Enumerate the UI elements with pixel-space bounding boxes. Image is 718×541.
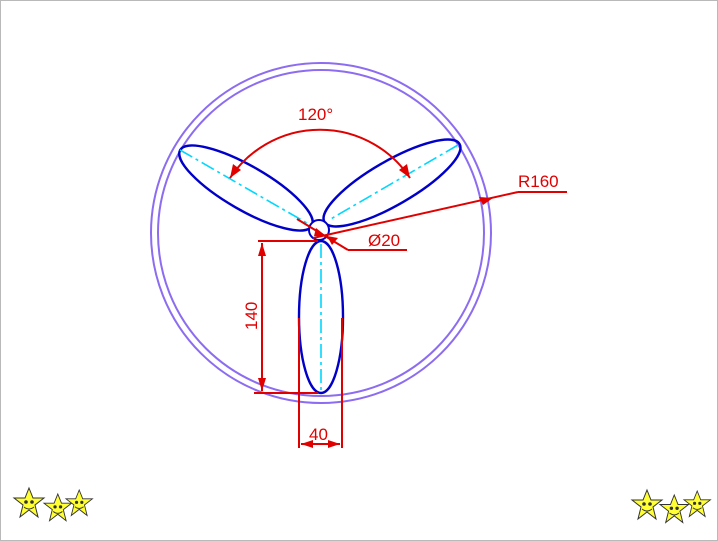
blade-length-label: 140 [242,302,261,330]
blade-width-dimension: 40 [298,318,343,448]
blade-right [322,138,462,228]
hub-diameter-dimension: Ø20 [296,218,407,251]
stars-icon-right [630,488,712,524]
radius-label: R160 [518,172,559,191]
outer-circle [150,62,492,404]
radius-dimension: R160 [312,172,567,239]
inner-circle [157,69,485,397]
blade-bottom [297,239,345,395]
angle-dimension: 120° [229,105,411,179]
angle-label: 120° [298,105,333,124]
stars-icon-left [12,486,94,522]
blade-left [178,144,314,232]
blade-width-label: 40 [309,425,328,444]
blade-length-dimension: 140 [242,240,318,394]
hub-diameter-label: Ø20 [368,231,400,250]
